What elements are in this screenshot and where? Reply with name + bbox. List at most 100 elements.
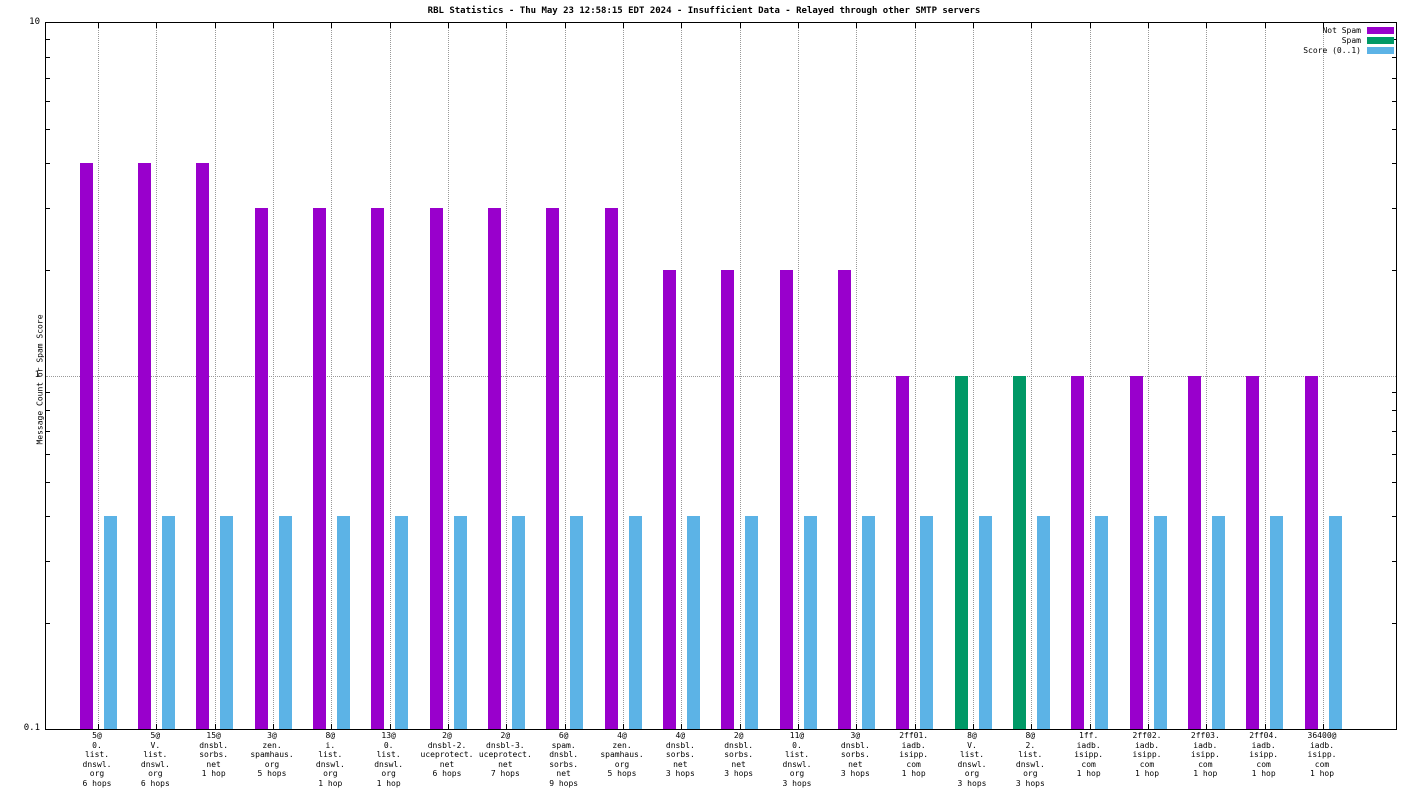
minor-tick — [1392, 410, 1396, 412]
bar-not-spam — [896, 376, 910, 729]
minor-tick — [1392, 516, 1396, 518]
x-tick — [331, 724, 333, 729]
minor-tick — [1392, 129, 1396, 131]
minor-tick — [46, 392, 50, 394]
x-category-label: 11@ 0. list. dnswl. org 3 hops — [782, 731, 812, 788]
x-category-label: 36400@ iadb. isipp. com 1 hop — [1307, 731, 1337, 778]
minor-tick — [46, 57, 50, 59]
x-tick — [1089, 724, 1091, 729]
minor-tick — [46, 39, 50, 41]
x-tick — [214, 23, 216, 28]
bar-spam — [954, 376, 968, 729]
x-tick — [273, 724, 274, 729]
bar-not-spam — [1246, 376, 1260, 729]
x-category-label: 2@ dnsbl. sorbs. net 3 hops — [724, 731, 754, 778]
bar-score-0-1 — [278, 516, 292, 729]
bar-score-0-1 — [745, 516, 759, 729]
x-tick — [739, 724, 741, 729]
bar-spam — [1012, 376, 1026, 729]
x-tick — [1323, 23, 1324, 28]
x-category-label: 8@ V. list. dnswl. org 3 hops — [957, 731, 987, 788]
bar-not-spam — [137, 163, 151, 729]
x-tick — [739, 23, 741, 28]
minor-tick — [46, 101, 50, 103]
bar-not-spam — [429, 207, 443, 729]
horizontal-gridline — [46, 376, 1396, 377]
minor-tick — [1392, 207, 1396, 209]
x-category-label: 2@ dnsbl-2. uceprotect. net 6 hops — [420, 731, 474, 778]
bar-not-spam — [837, 269, 851, 729]
bar-not-spam — [779, 269, 793, 729]
minor-tick — [1392, 39, 1396, 41]
x-category-label: 1ff. iadb. isipp. com 1 hop — [1074, 731, 1104, 778]
minor-tick — [1392, 622, 1396, 624]
bar-score-0-1 — [920, 516, 934, 729]
bar-score-0-1 — [1270, 516, 1284, 729]
x-tick — [389, 724, 391, 729]
bar-score-0-1 — [570, 516, 584, 729]
minor-tick — [46, 77, 50, 79]
bar-not-spam — [196, 163, 210, 729]
x-tick — [214, 724, 216, 729]
minor-tick — [46, 163, 50, 165]
legend-entry-not-spam: Not Spam — [1303, 26, 1394, 35]
minor-tick — [46, 482, 50, 484]
bar-score-0-1 — [103, 516, 117, 729]
bar-not-spam — [1129, 376, 1143, 729]
minor-tick — [1392, 430, 1396, 432]
minor-tick — [1392, 57, 1396, 59]
x-tick — [681, 23, 683, 28]
bar-not-spam — [1304, 376, 1318, 729]
x-tick — [156, 724, 158, 729]
bar-not-spam — [371, 207, 385, 729]
minor-tick — [1392, 163, 1396, 165]
legend-entry-spam: Spam — [1303, 36, 1394, 45]
legend-swatch — [1367, 37, 1394, 44]
y-tick-label: 10 — [29, 17, 40, 27]
x-tick — [156, 23, 158, 28]
x-tick — [914, 23, 916, 28]
x-tick — [389, 23, 391, 28]
x-tick — [1206, 23, 1208, 28]
x-tick — [1206, 724, 1208, 729]
bar-not-spam — [721, 269, 735, 729]
bar-not-spam — [487, 207, 501, 729]
minor-tick — [1392, 454, 1396, 456]
x-category-label: 6@ spam. dnsbl. sorbs. net 9 hops — [549, 731, 579, 788]
x-category-label: 5@ V. list. dnswl. org 6 hops — [140, 731, 170, 788]
legend: Not Spam Spam Score (0..1) — [1303, 26, 1394, 56]
bar-score-0-1 — [686, 516, 700, 729]
legend-swatch — [1367, 47, 1394, 54]
bar-not-spam — [254, 207, 268, 729]
x-tick — [623, 23, 624, 28]
bar-not-spam — [604, 207, 618, 729]
plot-area — [45, 22, 1397, 730]
x-tick — [1031, 724, 1033, 729]
x-tick — [564, 23, 566, 28]
minor-tick — [46, 454, 50, 456]
y-tick-label: 0.1 — [23, 723, 40, 733]
x-tick — [331, 23, 333, 28]
x-tick — [681, 724, 683, 729]
bar-score-0-1 — [861, 516, 875, 729]
bar-not-spam — [1187, 376, 1201, 729]
x-category-label: 2ff02. iadb. isipp. com 1 hop — [1132, 731, 1162, 778]
bar-not-spam — [312, 207, 326, 729]
x-tick — [1031, 23, 1033, 28]
x-tick — [98, 724, 99, 729]
legend-label: Score (0..1) — [1303, 46, 1361, 55]
bar-not-spam — [79, 163, 93, 729]
x-tick — [798, 23, 799, 28]
chart-title: RBL Statistics - Thu May 23 12:58:15 EDT… — [427, 6, 981, 16]
minor-tick — [46, 129, 50, 131]
x-tick — [448, 724, 449, 729]
x-tick — [856, 23, 858, 28]
bar-score-0-1 — [220, 516, 234, 729]
x-category-label: 13@ 0. list. dnswl. org 1 hop — [374, 731, 404, 788]
x-tick — [448, 23, 449, 28]
x-tick — [1148, 23, 1149, 28]
x-tick — [506, 724, 508, 729]
bar-score-0-1 — [1095, 516, 1109, 729]
bar-not-spam — [662, 269, 676, 729]
x-tick — [973, 23, 974, 28]
